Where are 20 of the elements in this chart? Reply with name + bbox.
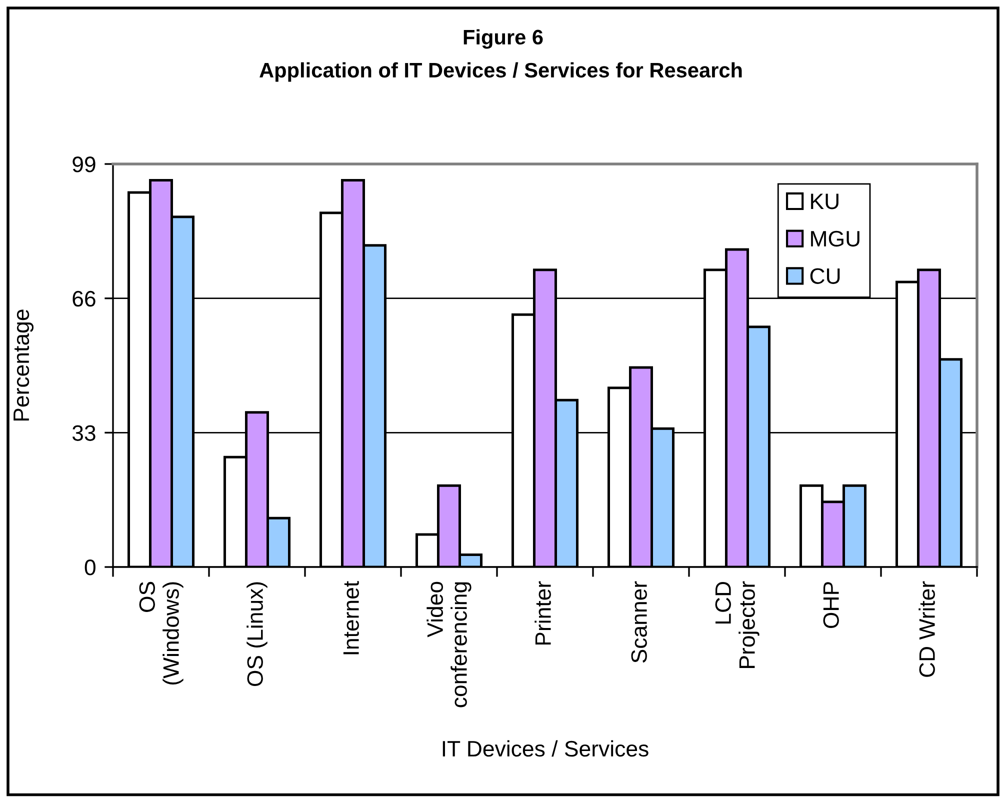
x-tick-label: OHP: [823, 582, 839, 628]
legend-label: CU: [810, 268, 840, 284]
chart-title: Figure 6: [464, 29, 543, 49]
y-tick-label: 33: [72, 425, 96, 441]
x-tick-label: Video conferencing: [426, 582, 472, 708]
legend-label: KU: [811, 194, 838, 210]
x-tick-label: OS (Linux): [246, 582, 268, 686]
x-tick-label: Internet: [343, 581, 359, 654]
y-axis-title: Percentage: [14, 310, 34, 421]
chart-subtitle: Application of IT Devices / Services for Research: [260, 62, 742, 82]
x-tick-label: Scanner: [631, 581, 647, 663]
x-tick-label: OS (Windows): [139, 582, 184, 684]
legend-label: MGU: [811, 230, 860, 247]
y-tick-label: 66: [72, 290, 96, 307]
x-tick-label: Printer: [534, 581, 551, 645]
x-tick-label: CD Writer: [918, 581, 935, 677]
x-axis-title: IT Devices / Services: [442, 740, 648, 757]
y-tick-label: 99: [72, 156, 96, 172]
x-tick-label: LCD Projector: [715, 581, 760, 668]
y-tick-label: 0: [84, 560, 96, 576]
